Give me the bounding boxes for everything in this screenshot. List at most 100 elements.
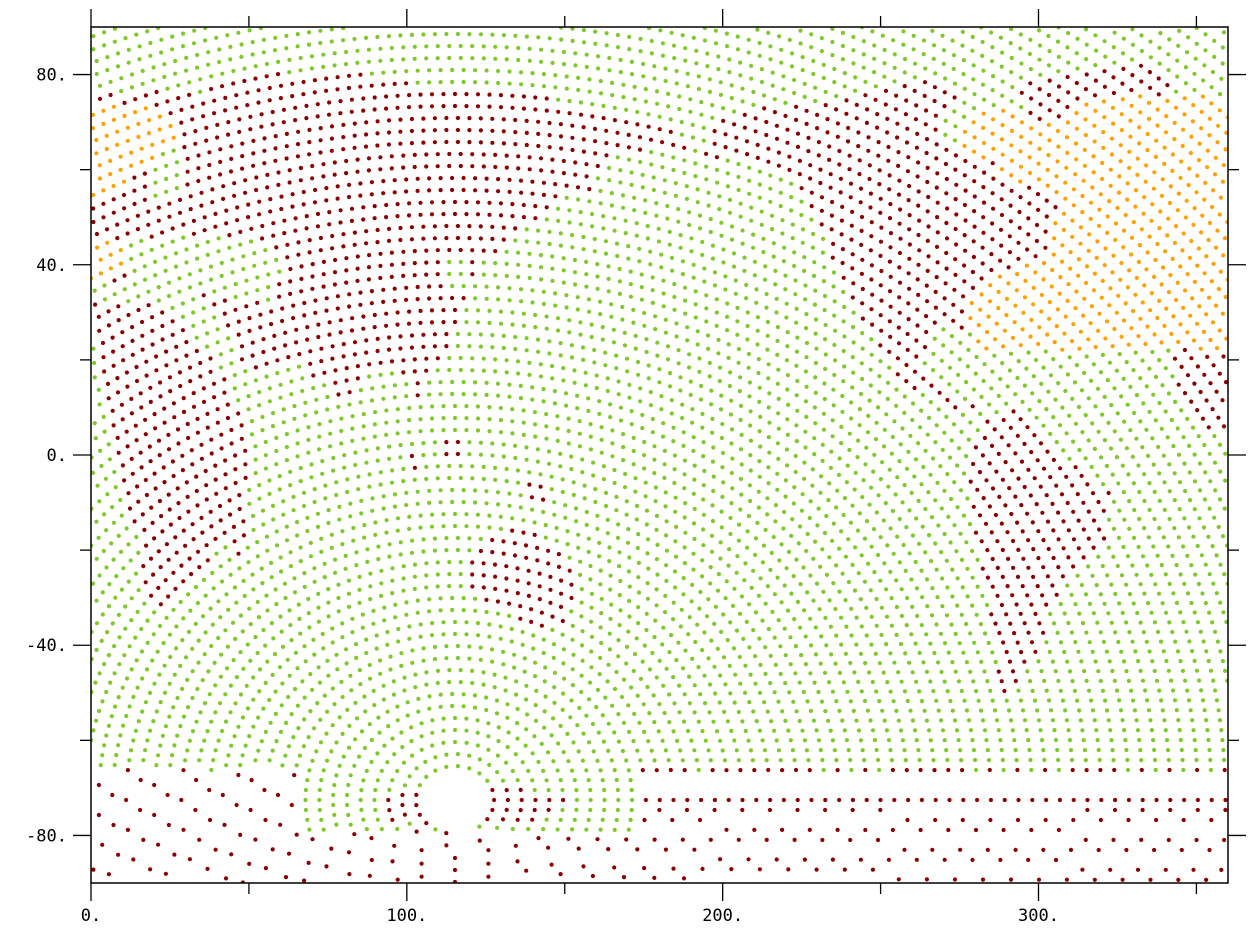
grid-point <box>955 463 960 468</box>
grid-point <box>976 698 981 703</box>
grid-point <box>697 226 703 231</box>
grid-point <box>1070 396 1075 401</box>
grid-point <box>1061 448 1066 453</box>
grid-point <box>864 519 870 524</box>
grid-point <box>755 328 760 333</box>
grid-point <box>789 591 794 596</box>
grid-point <box>1058 688 1063 693</box>
grid-point <box>470 56 475 61</box>
grid-point <box>1204 649 1209 654</box>
grid-point <box>432 548 437 553</box>
grid-point <box>278 382 283 387</box>
grid-point <box>467 332 472 337</box>
grid-point <box>681 443 686 448</box>
grid-point <box>666 91 671 96</box>
grid-point <box>316 591 321 597</box>
grid-point <box>861 65 866 70</box>
grid-point <box>357 668 362 673</box>
grid-point <box>1157 358 1162 363</box>
grid-point <box>900 500 905 505</box>
grid-point <box>772 592 778 597</box>
grid-point <box>650 416 655 422</box>
grid-point <box>125 384 130 389</box>
grid-point <box>145 618 150 623</box>
grid-point <box>1210 69 1215 75</box>
grid-point <box>850 503 855 508</box>
grid-point <box>689 738 694 743</box>
grid-point <box>515 706 520 712</box>
grid-point <box>1067 669 1073 674</box>
grid-point <box>1190 718 1195 723</box>
grid-point <box>257 689 262 694</box>
grid-point <box>1144 427 1149 432</box>
grid-point <box>450 703 455 709</box>
grid-point <box>608 402 613 407</box>
grid-point <box>218 365 223 370</box>
grid-point <box>435 584 440 589</box>
grid-point <box>1032 698 1038 703</box>
grid-point <box>513 455 518 461</box>
grid-point <box>1212 460 1218 465</box>
grid-point <box>727 663 732 669</box>
grid-point <box>972 92 977 97</box>
grid-point <box>661 304 666 309</box>
grid-point <box>958 488 964 493</box>
grid-point <box>1169 678 1174 683</box>
grid-point <box>1131 410 1137 416</box>
grid-point <box>504 788 509 793</box>
grid-point <box>1000 547 1005 553</box>
grid-point <box>330 356 335 361</box>
grid-point <box>228 572 233 577</box>
grid-point <box>626 244 631 249</box>
grid-point <box>990 45 995 50</box>
grid-point <box>236 772 241 778</box>
grid-point <box>705 64 710 69</box>
grid-point <box>452 415 458 421</box>
grid-point <box>306 860 311 866</box>
grid-point <box>680 666 686 671</box>
grid-point <box>366 265 372 270</box>
grid-point <box>1165 748 1171 753</box>
grid-point <box>877 374 882 379</box>
grid-point <box>647 711 652 716</box>
grid-point <box>1009 70 1014 75</box>
grid-point <box>896 877 901 882</box>
grid-point <box>904 768 909 773</box>
grid-point <box>1121 659 1127 664</box>
grid-point <box>597 672 602 677</box>
grid-point <box>862 698 868 704</box>
grid-point <box>336 404 341 409</box>
grid-point <box>951 422 957 427</box>
grid-point <box>985 575 991 580</box>
grid-point <box>494 711 500 716</box>
grid-point <box>672 307 677 312</box>
grid-point <box>114 753 119 758</box>
grid-point <box>738 417 743 422</box>
grid-point <box>400 745 405 750</box>
grid-point <box>140 676 145 681</box>
grid-point <box>704 319 709 324</box>
grid-point <box>484 489 489 494</box>
grid-point <box>505 715 510 720</box>
grid-point <box>676 219 681 224</box>
grid-point <box>960 768 965 773</box>
grid-point <box>418 429 423 434</box>
grid-point <box>577 419 582 424</box>
grid-point <box>173 535 178 540</box>
grid-point <box>856 728 862 733</box>
grid-point <box>868 367 873 372</box>
grid-point <box>129 748 134 753</box>
grid-point <box>830 27 835 31</box>
grid-point <box>865 708 871 713</box>
grid-point <box>190 695 195 701</box>
grid-point <box>336 582 341 587</box>
grid-point <box>840 30 846 35</box>
grid-point <box>286 355 291 360</box>
grid-point <box>823 615 828 621</box>
grid-point <box>150 315 155 320</box>
grid-point <box>604 31 609 36</box>
grid-point <box>768 681 773 686</box>
grid-point <box>194 488 199 494</box>
grid-point <box>688 379 693 384</box>
grid-point <box>518 70 524 75</box>
